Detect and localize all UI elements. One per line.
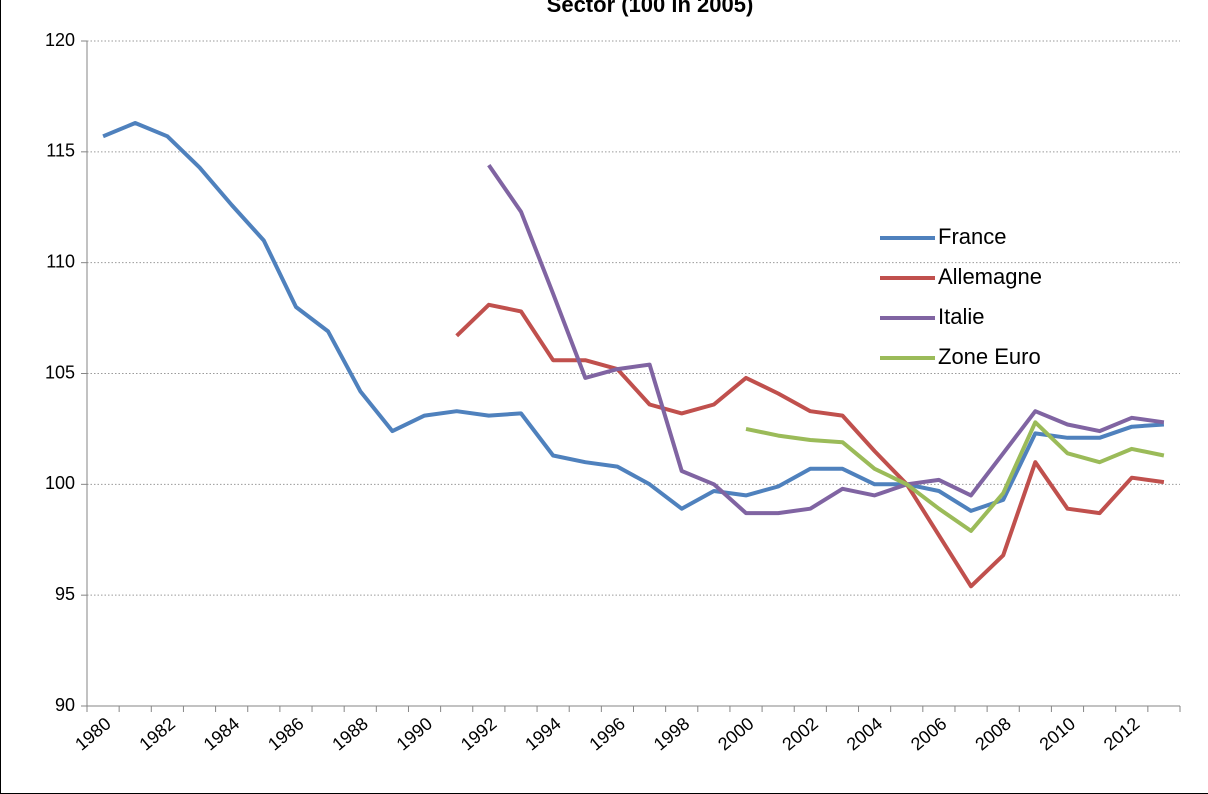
legend-label: France: [938, 224, 1006, 249]
y-tick-label: 105: [45, 362, 75, 382]
series-line: [745, 420, 1165, 533]
chart-title: Sector (100 in 2005): [547, 0, 754, 17]
series-line: [487, 163, 1165, 516]
y-tick-label: 120: [45, 30, 75, 50]
legend-label: Zone Euro: [938, 344, 1041, 369]
y-tick-label: 115: [46, 141, 75, 161]
series-line: [102, 121, 1165, 513]
legend-label: Italie: [938, 304, 984, 329]
legend-label: Allemagne: [938, 264, 1042, 289]
series-line: [455, 302, 1165, 589]
y-tick-label: 90: [55, 695, 75, 715]
y-tick-label: 95: [55, 584, 75, 604]
y-tick-label: 100: [45, 473, 75, 493]
y-tick-label: 110: [46, 251, 75, 271]
